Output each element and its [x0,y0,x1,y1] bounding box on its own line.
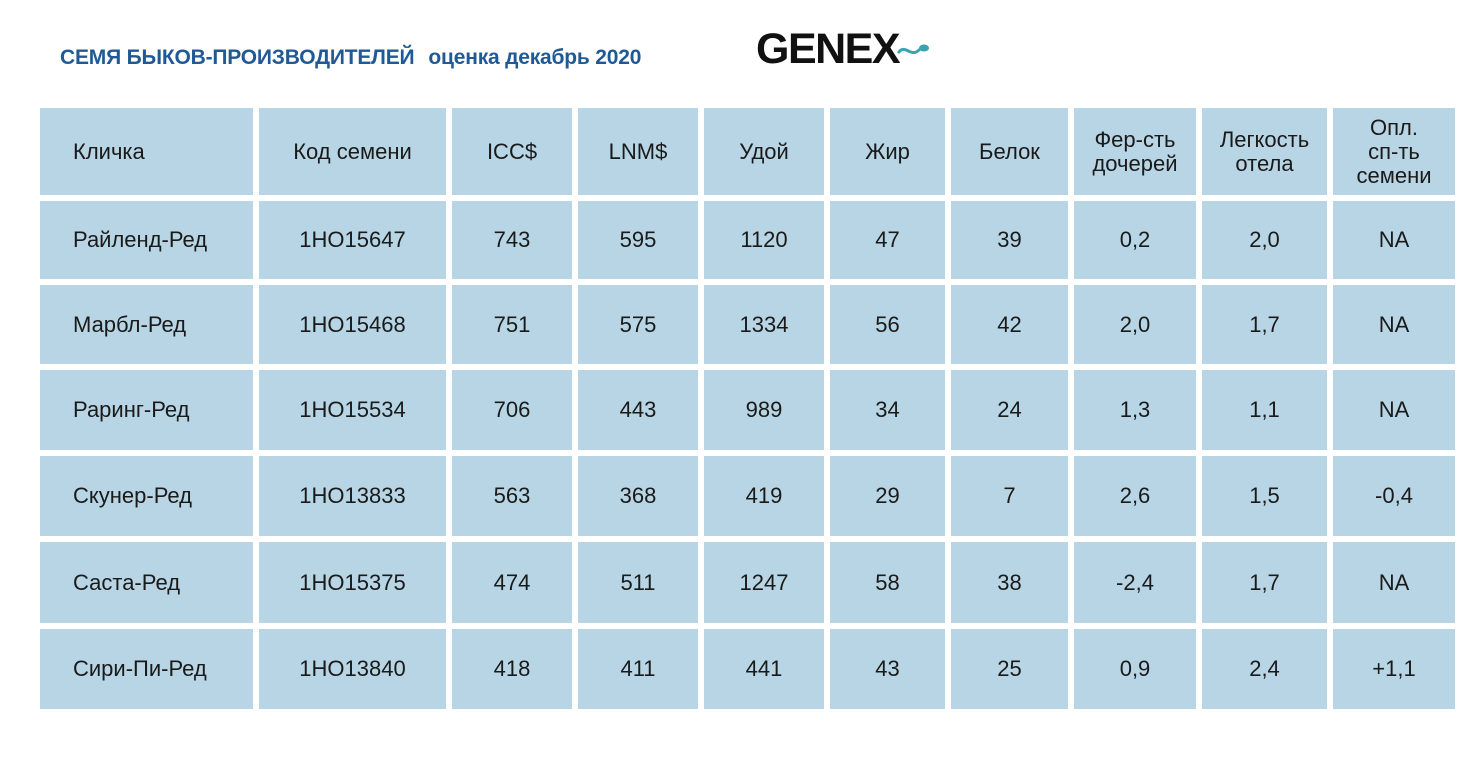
table-cell: 1120 [704,201,824,279]
table-cell: 1HO15534 [259,370,446,450]
table-cell: 0,9 [1074,629,1196,709]
table-cell: 39 [951,201,1068,279]
header-label: Код семени [293,138,412,164]
table-cell: 411 [578,629,698,709]
table-cell: 1HO13840 [259,629,446,709]
table-cell: 2,6 [1074,456,1196,536]
header-name: Кличка [40,108,253,195]
table-cell: 743 [452,201,572,279]
header-milk: Удой [704,108,824,195]
page-title: СЕМЯ БЫКОВ-ПРОИЗВОДИТЕЛЕЙ оценка декабрь … [60,46,641,70]
header-label: ICC$ [486,138,538,164]
table-cell: 2,0 [1202,201,1327,279]
header-icc: ICC$ [452,108,572,195]
bull-name-cell: Раринг-Ред [40,370,253,450]
title-main: СЕМЯ БЫКОВ-ПРОИЗВОДИТЕЛЕЙ [60,46,415,69]
table-cell: NA [1333,285,1455,364]
table-cell: 989 [704,370,824,450]
table-cell: 474 [452,542,572,623]
table-cell: 2,4 [1202,629,1327,709]
table-cell: 575 [578,285,698,364]
table-cell: 25 [951,629,1068,709]
header-semen-code: Код семени [259,108,446,195]
header-calving-ease: Легкость отела [1202,108,1327,195]
table-cell: 24 [951,370,1068,450]
header-protein: Белок [951,108,1068,195]
table-cell: 2,0 [1074,285,1196,364]
table-cell: 38 [951,542,1068,623]
table-cell: 1HO15468 [259,285,446,364]
table-cell: 443 [578,370,698,450]
table-cell: 563 [452,456,572,536]
table-cell: 1,7 [1202,542,1327,623]
bull-name-cell: Скунер-Ред [40,456,253,536]
table-cell: 368 [578,456,698,536]
header-label: Белок [979,138,1040,164]
header-label: Фер-сть дочерей [1092,126,1178,176]
table-cell: -0,4 [1333,456,1455,536]
header-label: Легкость отела [1219,126,1310,176]
header-fat: Жир [830,108,945,195]
table-cell: 58 [830,542,945,623]
table-cell: 1,5 [1202,456,1327,536]
table-cell: 1HO15647 [259,201,446,279]
header-lnm: LNM$ [578,108,698,195]
table-cell: 1HO13833 [259,456,446,536]
table-cell: 1HO15375 [259,542,446,623]
table-cell: 441 [704,629,824,709]
title-sub: оценка декабрь 2020 [428,46,642,69]
table-cell: 419 [704,456,824,536]
header-daughter-fertility: Фер-сть дочерей [1074,108,1196,195]
bull-name-cell: Марбл-Ред [40,285,253,364]
sperm-swoosh-icon [897,44,930,54]
table-cell: NA [1333,370,1455,450]
table-cell: 1247 [704,542,824,623]
header-label: Кличка [73,138,145,164]
table-cell: 1,1 [1202,370,1327,450]
table-cell: 751 [452,285,572,364]
table-cell: 7 [951,456,1068,536]
table-cell: 418 [452,629,572,709]
table-cell: 1,3 [1074,370,1196,450]
table-cell: 34 [830,370,945,450]
table-cell: 29 [830,456,945,536]
table-cell: 42 [951,285,1068,364]
header-label: LNM$ [608,138,668,164]
bull-name-cell: Саста-Ред [40,542,253,623]
table-cell: -2,4 [1074,542,1196,623]
header-label: Опл. сп-ть семени [1356,114,1432,188]
bull-name-cell: Сири-Пи-Ред [40,629,253,709]
table-cell: 56 [830,285,945,364]
sires-table: Кличка Код семени ICC$ LNM$ Удой Жир Белок Фер-… [40,108,1455,709]
table-cell: 43 [830,629,945,709]
table-cell: 1334 [704,285,824,364]
logo-text: GENEX [756,25,901,73]
table-cell: 595 [578,201,698,279]
bull-name-cell: Райленд-Ред [40,201,253,279]
table-cell: NA [1333,542,1455,623]
table-cell: 511 [578,542,698,623]
table-cell: 47 [830,201,945,279]
table-cell: +1,1 [1333,629,1455,709]
header-label: Жир [865,138,910,164]
table-cell: 0,2 [1074,201,1196,279]
header-label: Удой [739,138,789,164]
header-sire-conception: Опл. сп-ть семени [1333,108,1455,195]
table-cell: 1,7 [1202,285,1327,364]
table-cell: 706 [452,370,572,450]
table-cell: NA [1333,201,1455,279]
genex-logo: GENEX [756,28,935,71]
